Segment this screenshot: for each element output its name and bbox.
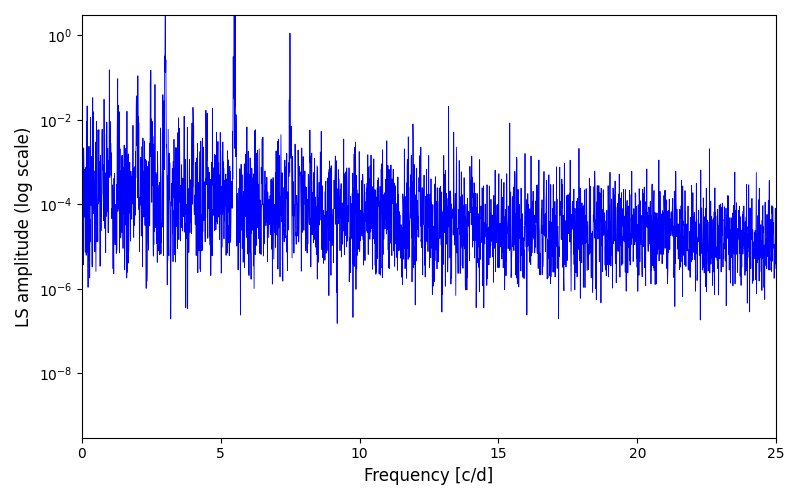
Y-axis label: LS amplitude (log scale): LS amplitude (log scale) <box>15 126 33 326</box>
X-axis label: Frequency [c/d]: Frequency [c/d] <box>364 467 494 485</box>
